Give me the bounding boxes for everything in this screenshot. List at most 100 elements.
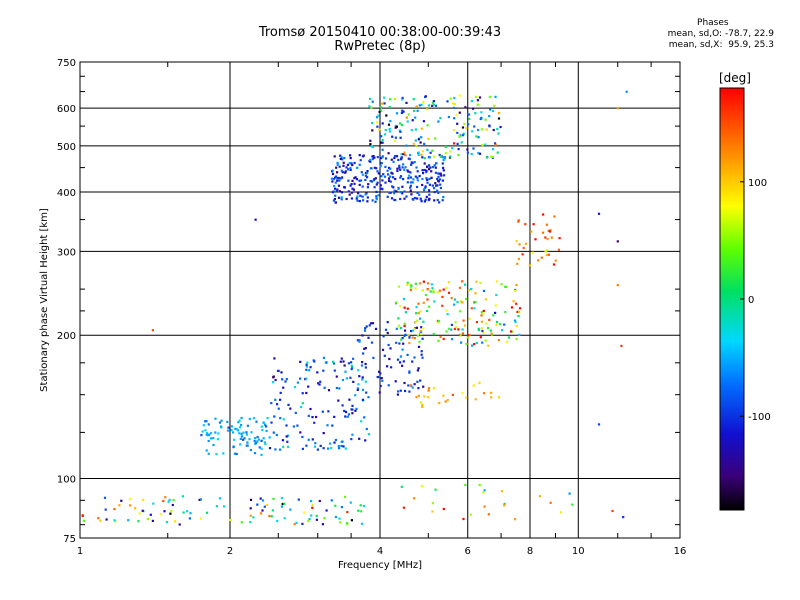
data-point: [329, 442, 332, 445]
data-point: [432, 289, 435, 292]
data-point: [357, 369, 360, 372]
data-point: [436, 291, 439, 294]
data-point: [366, 170, 369, 173]
data-point: [597, 423, 601, 426]
data-point: [426, 178, 429, 181]
data-point: [265, 429, 268, 433]
data-point: [484, 143, 487, 146]
data-point: [442, 337, 445, 341]
data-point: [426, 288, 429, 291]
data-point: [159, 513, 162, 516]
data-point: [376, 156, 379, 159]
data-point: [263, 505, 266, 508]
data-point: [403, 151, 406, 154]
data-point: [470, 307, 473, 310]
data-point: [443, 174, 446, 177]
data-point: [432, 332, 435, 336]
data-point: [353, 177, 356, 180]
data-point: [497, 339, 500, 342]
data-points: [81, 90, 628, 526]
data-point: [397, 390, 400, 393]
data-point: [424, 186, 427, 189]
data-point: [439, 183, 442, 186]
data-point: [464, 483, 467, 486]
data-point: [333, 415, 336, 418]
data-point: [358, 154, 361, 157]
data-point: [418, 193, 421, 196]
data-point: [165, 521, 168, 524]
data-point: [233, 438, 236, 441]
x-tick-label: 1: [77, 546, 83, 557]
data-point: [369, 322, 373, 325]
data-point: [369, 160, 372, 163]
data-point: [470, 152, 473, 156]
data-point: [460, 341, 463, 344]
data-point: [415, 396, 418, 399]
data-point: [260, 447, 263, 450]
data-point: [392, 160, 395, 163]
data-point: [435, 162, 438, 165]
data-point: [482, 289, 486, 292]
data-point: [401, 96, 404, 99]
data-point: [423, 142, 426, 145]
data-point: [534, 238, 537, 241]
data-point: [442, 166, 445, 169]
data-point: [409, 154, 412, 157]
data-point: [407, 170, 410, 173]
data-point: [333, 441, 336, 444]
data-point: [443, 157, 446, 160]
data-point: [248, 438, 251, 441]
data-point: [377, 194, 380, 197]
data-point: [390, 171, 393, 174]
data-point: [616, 284, 619, 287]
data-point: [407, 384, 410, 387]
data-point: [422, 101, 425, 104]
data-point: [427, 104, 430, 107]
data-point: [420, 200, 423, 203]
data-point: [461, 280, 464, 283]
data-point: [436, 189, 439, 192]
x-tick-label: 16: [674, 546, 687, 557]
data-point: [465, 396, 468, 399]
data-point: [332, 190, 335, 193]
data-point: [420, 136, 423, 139]
data-point: [389, 167, 392, 170]
data-point: [501, 329, 504, 332]
data-point: [289, 407, 292, 410]
data-point: [494, 142, 497, 145]
data-point: [392, 176, 395, 179]
data-point: [212, 437, 215, 440]
data-point: [366, 171, 369, 175]
data-point: [475, 280, 478, 283]
data-point: [381, 156, 384, 159]
data-point: [349, 168, 352, 171]
data-point: [322, 432, 325, 435]
data-point: [524, 223, 527, 226]
o-mode-stats: mean, sd,O: -78.7, 22.9: [667, 29, 774, 39]
data-point: [368, 324, 371, 327]
data-point: [361, 388, 365, 391]
data-point: [264, 443, 267, 446]
data-point: [417, 394, 420, 397]
data-point: [279, 448, 282, 451]
data-point: [388, 179, 391, 182]
data-point: [384, 157, 388, 160]
data-point: [265, 503, 269, 506]
data-point: [216, 438, 219, 441]
data-point: [274, 378, 277, 382]
data-point: [103, 496, 107, 499]
data-point: [425, 195, 428, 198]
data-point: [379, 184, 382, 187]
data-point: [305, 444, 308, 447]
data-point: [432, 103, 435, 106]
data-point: [323, 517, 326, 520]
data-point: [343, 186, 346, 189]
data-point: [373, 186, 376, 189]
data-point: [476, 103, 479, 106]
chart-subtitle: RwPretec (8p): [334, 39, 426, 54]
data-point: [315, 415, 318, 419]
data-point: [402, 110, 405, 113]
data-point: [403, 324, 406, 328]
data-point: [333, 198, 336, 201]
data-point: [413, 109, 416, 112]
